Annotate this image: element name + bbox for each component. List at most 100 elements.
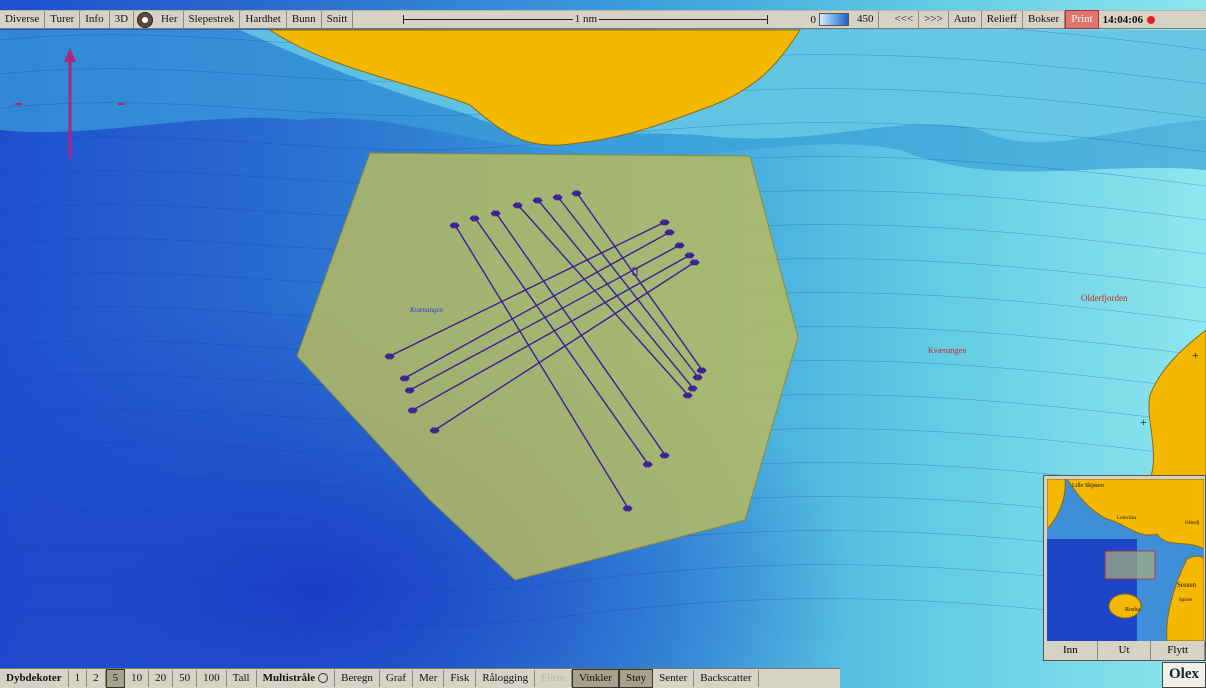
track-endpoint-icon: ⇹ bbox=[400, 373, 409, 385]
track-endpoint-icon: ⇹ bbox=[491, 208, 500, 220]
move-button[interactable]: Flytt bbox=[1151, 641, 1206, 660]
track-endpoint-icon: ⇹ bbox=[405, 385, 414, 397]
senter-button[interactable]: Senter bbox=[653, 670, 695, 687]
radio-icon[interactable] bbox=[318, 673, 329, 684]
menu-bunn[interactable]: Bunn bbox=[287, 11, 322, 28]
track-endpoint-icon: ⇹ bbox=[693, 372, 702, 384]
contour-100[interactable]: 100 bbox=[197, 670, 227, 687]
dybdekoter-label: Dybdekoter bbox=[0, 670, 69, 687]
track-endpoint-icon: ⇹ bbox=[623, 503, 632, 515]
survey-area bbox=[296, 152, 799, 581]
bottom-toolbar: Dybdekoter 1 2 5 10 20 50 100 Tall Multi… bbox=[0, 668, 840, 688]
survey-track-line bbox=[409, 244, 681, 391]
mm-label-5: Spisen bbox=[1179, 598, 1193, 603]
fisk-button[interactable]: Fisk bbox=[444, 670, 477, 687]
survey-track-line bbox=[434, 261, 696, 431]
contour-2[interactable]: 2 bbox=[87, 670, 106, 687]
track-endpoint-icon: ⇹ bbox=[688, 383, 697, 395]
depth-min: 0 bbox=[810, 13, 816, 26]
filtre-button[interactable]: Filtre bbox=[535, 670, 573, 687]
scale-bar: 1 nm bbox=[403, 11, 769, 28]
menu-turer[interactable]: Turer bbox=[45, 11, 81, 28]
track-endpoint-icon: ⇹ bbox=[675, 240, 684, 252]
overview-map-canvas[interactable]: Lille Skjøsen Loteviika Olderfj Sessen R… bbox=[1047, 479, 1204, 641]
depth-gradient[interactable] bbox=[818, 13, 849, 26]
survey-track-line bbox=[412, 254, 691, 411]
relieff-button[interactable]: Relieff bbox=[982, 11, 1024, 28]
survey-track-line bbox=[557, 196, 699, 378]
survey-track-line bbox=[454, 224, 629, 509]
contour-10[interactable]: 10 bbox=[125, 670, 150, 687]
zoom-in-button[interactable]: Inn bbox=[1044, 641, 1098, 660]
svg-text:+: + bbox=[1192, 348, 1199, 362]
menu-slepestrek[interactable]: Slepestrek bbox=[184, 11, 241, 28]
nav-prev-button[interactable]: <<< bbox=[889, 11, 920, 28]
track-endpoint-icon: ⇹ bbox=[660, 450, 669, 462]
graf-button[interactable]: Graf bbox=[380, 670, 414, 687]
svg-text:+: + bbox=[1140, 415, 1147, 429]
contour-5[interactable]: 5 bbox=[105, 669, 126, 688]
survey-track-line bbox=[404, 231, 671, 379]
print-button[interactable]: Print bbox=[1065, 10, 1099, 29]
survey-track-line bbox=[517, 204, 689, 396]
track-endpoint-icon: ⇹ bbox=[643, 459, 652, 471]
auto-button[interactable]: Auto bbox=[949, 11, 982, 28]
mm-label-4: Rosha bbox=[1125, 607, 1140, 613]
vinkler-button[interactable]: Vinkler bbox=[572, 669, 619, 688]
track-endpoint-icon: ⇹ bbox=[408, 405, 417, 417]
track-endpoint-icon: ⇹ bbox=[513, 200, 522, 212]
area-label-red: Kvænangen bbox=[928, 346, 967, 355]
track-endpoint-icon: ⇹ bbox=[697, 365, 706, 377]
contour-1[interactable]: 1 bbox=[69, 670, 88, 687]
olex-logo: Olex bbox=[1162, 662, 1206, 688]
track-endpoint-icon: ⇹ bbox=[553, 192, 562, 204]
multistrale-toggle[interactable]: Multistråle bbox=[257, 670, 336, 687]
mm-label-2: Olderfj bbox=[1185, 521, 1199, 526]
mm-label-3: Sessen bbox=[1177, 581, 1197, 589]
mm-label-0: Lille Skjøsen bbox=[1072, 483, 1104, 489]
survey-track-line bbox=[389, 221, 666, 357]
backscatter-button[interactable]: Backscatter bbox=[694, 670, 759, 687]
bokser-button[interactable]: Bokser bbox=[1023, 11, 1066, 28]
track-endpoint-icon: ⇹ bbox=[572, 188, 581, 200]
stoy-button[interactable]: Støy bbox=[618, 669, 654, 688]
overview-map[interactable]: Lille Skjøsen Loteviika Olderfj Sessen R… bbox=[1043, 475, 1206, 661]
track-endpoint-icon: ⇹ bbox=[385, 351, 394, 363]
north-arrow-icon bbox=[15, 48, 125, 158]
survey-track-line bbox=[537, 199, 694, 389]
mer-button[interactable]: Mer bbox=[413, 670, 445, 687]
contour-tall[interactable]: Tall bbox=[227, 670, 257, 687]
mm-label-1: Loteviika bbox=[1117, 516, 1137, 521]
track-endpoint-icon: ⇹ bbox=[683, 390, 692, 402]
survey-track-line bbox=[495, 212, 666, 456]
menu-hardhet[interactable]: Hardhet bbox=[240, 11, 287, 28]
track-endpoint-icon: ⇹ bbox=[690, 257, 699, 269]
record-icon[interactable] bbox=[137, 11, 154, 28]
menu-3d[interactable]: 3D bbox=[110, 11, 135, 28]
track-endpoint-icon: ⇹ bbox=[660, 217, 669, 229]
contour-50[interactable]: 50 bbox=[173, 670, 198, 687]
zoom-out-button[interactable]: Ut bbox=[1098, 641, 1152, 660]
track-endpoint-icon: ⇹ bbox=[430, 425, 439, 437]
land-right bbox=[1148, 329, 1206, 481]
survey-track-line bbox=[474, 217, 649, 465]
contour-20[interactable]: 20 bbox=[149, 670, 174, 687]
area-label: Kvænangen bbox=[410, 306, 444, 314]
clock: 14:04:06 bbox=[1102, 13, 1143, 26]
status-dot-icon bbox=[1146, 15, 1155, 24]
depth-max: 450 bbox=[852, 11, 880, 28]
scale-label: 1 nm bbox=[572, 11, 600, 28]
menu-her[interactable]: Her bbox=[156, 11, 184, 28]
nav-next-button[interactable]: >>> bbox=[919, 11, 949, 28]
track-endpoint-icon: ⇹ bbox=[665, 227, 674, 239]
ralogging-button[interactable]: Rålogging bbox=[476, 670, 536, 687]
menu-snitt[interactable]: Snitt bbox=[322, 11, 354, 28]
track-endpoint-icon: ⇹ bbox=[450, 220, 459, 232]
track-endpoint-icon: ⇹ bbox=[685, 250, 694, 262]
menu-diverse[interactable]: Diverse bbox=[0, 11, 46, 28]
multistrale-label: Multistråle bbox=[262, 672, 316, 684]
beregn-button[interactable]: Beregn bbox=[335, 670, 380, 687]
menu-info[interactable]: Info bbox=[80, 11, 110, 28]
top-toolbar: Diverse Turer Info 3D Her Slepestrek Har… bbox=[0, 10, 1206, 29]
